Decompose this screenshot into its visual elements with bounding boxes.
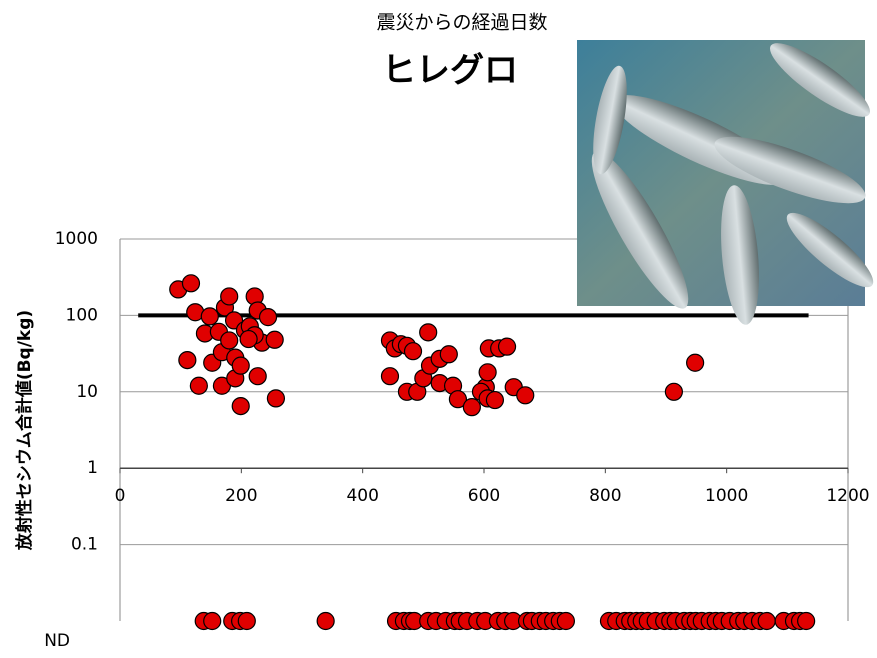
nd-point [556, 611, 576, 631]
data-point [497, 337, 517, 356]
x-tick-label: 1000 [705, 486, 748, 506]
x-tick-label: 1200 [826, 486, 869, 506]
nd-point [203, 611, 222, 631]
data-point [258, 308, 278, 327]
data-point [231, 356, 250, 375]
nd-point [237, 611, 256, 631]
data-point [462, 398, 481, 417]
x-tick-label: 800 [589, 486, 621, 506]
nd-point [757, 611, 776, 631]
data-point [516, 386, 535, 405]
data-point [181, 274, 201, 293]
data-point [220, 287, 239, 306]
y-tick-label: 100 [66, 305, 98, 325]
data-point [265, 330, 284, 349]
data-point [419, 323, 438, 342]
photo [577, 40, 874, 325]
y-tick-label: 1000 [55, 229, 98, 249]
data-point [478, 363, 497, 382]
data-point [220, 331, 239, 350]
y-tick-label: 0.1 [71, 535, 98, 555]
data-point [686, 353, 705, 372]
nd-point [797, 611, 816, 631]
data-point [231, 396, 250, 416]
y-axis-title: 放射性セシウム合計値(Bq/kg) [14, 310, 35, 551]
x-tick-label: 0 [115, 486, 126, 506]
data-point [664, 382, 683, 401]
data-point [189, 376, 208, 395]
data-point [485, 390, 505, 410]
data-point [200, 307, 219, 326]
data-point [380, 367, 400, 386]
x-tick-label: 400 [346, 486, 378, 506]
data-point [239, 329, 258, 349]
data-point [248, 367, 267, 386]
x-tick-label: 200 [225, 486, 257, 506]
data-point [266, 389, 286, 408]
x-tick-label: 600 [468, 486, 500, 506]
chart-title: ヒレグロ [382, 51, 518, 91]
data-point [448, 390, 468, 409]
nd-point [316, 611, 335, 631]
y-tick-label: 10 [76, 382, 98, 402]
data-point [439, 345, 458, 364]
y-tick-label: ND [44, 631, 70, 651]
x-axis-title: 震災からの経過日数 [376, 12, 547, 34]
y-tick-label: 1 [87, 458, 98, 478]
data-point [178, 350, 197, 370]
plot-area: ND 0.1 1 10 100 1000 0 200 400 600 800 1000 1200 [44, 229, 869, 651]
data-point [403, 342, 423, 361]
